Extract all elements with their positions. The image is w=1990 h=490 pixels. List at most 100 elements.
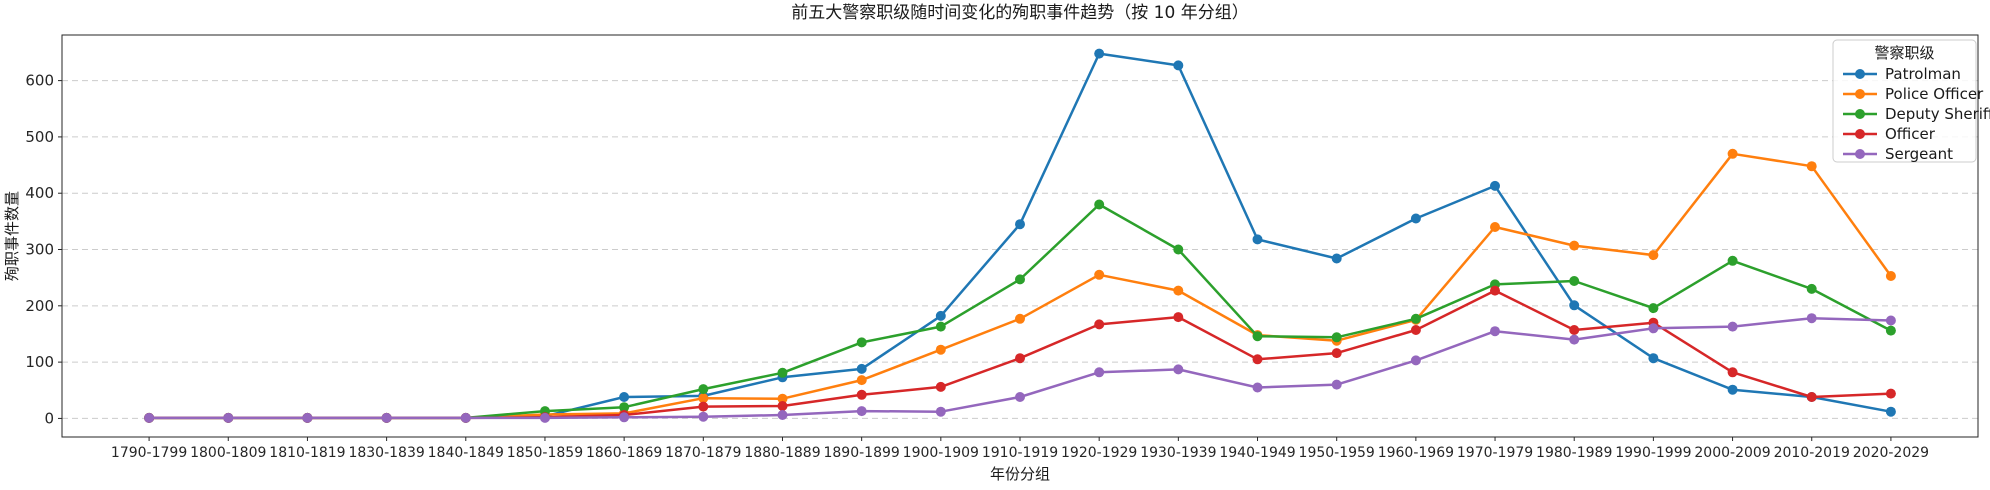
series-marker-sergeant-1860-1869 — [619, 412, 630, 423]
series-marker-deputy-sheriff-1950-1959 — [1331, 332, 1342, 343]
series-marker-patrolman-2000-2009 — [1727, 384, 1738, 395]
legend-marker-police-officer — [1855, 89, 1865, 99]
xtick-label-2010-2019: 2010-2019 — [1774, 445, 1850, 461]
series-marker-patrolman-1900-1909 — [935, 310, 946, 321]
series-marker-officer-1930-1939 — [1173, 312, 1184, 323]
series-marker-sergeant-1890-1899 — [856, 406, 867, 417]
series-marker-sergeant-1850-1859 — [540, 412, 550, 423]
xtick-label-1890-1899: 1890-1899 — [823, 445, 899, 461]
xtick-label-1910-1919: 1910-1919 — [982, 445, 1058, 461]
series-marker-officer-1920-1929 — [1094, 319, 1105, 330]
series-marker-patrolman-1990-1999 — [1648, 353, 1659, 364]
series-marker-police-officer-1880-1889 — [777, 393, 788, 404]
legend-label-deputy-sheriff: Deputy Sheriff — [1885, 105, 1990, 123]
series-marker-sergeant-2000-2009 — [1727, 321, 1738, 332]
series-marker-patrolman-1940-1949 — [1252, 234, 1263, 245]
series-marker-officer-1970-1979 — [1490, 285, 1500, 296]
ytick-label-400: 400 — [25, 184, 54, 202]
xtick-label-1940-1949: 1940-1949 — [1219, 445, 1295, 461]
xtick-label-1900-1909: 1900-1909 — [903, 445, 979, 461]
series-line-police-officer — [147, 152, 1893, 420]
series-marker-police-officer-1980-1989 — [1569, 240, 1580, 251]
xtick-label-1790-1799: 1790-1799 — [111, 445, 187, 461]
series-marker-deputy-sheriff-1890-1899 — [856, 337, 867, 348]
series-marker-police-officer-1970-1979 — [1490, 222, 1500, 232]
xtick-label-1960-1969: 1960-1969 — [1378, 445, 1454, 461]
series-marker-officer-2000-2009 — [1727, 367, 1738, 378]
series-line-deputy-sheriff — [147, 203, 1893, 420]
series-marker-sergeant-1930-1939 — [1173, 364, 1184, 375]
series-marker-police-officer-1930-1939 — [1173, 285, 1184, 296]
series-marker-sergeant-1880-1889 — [777, 410, 788, 420]
legend-title: 警察职级 — [1874, 44, 1934, 62]
series-marker-patrolman-1980-1989 — [1569, 300, 1580, 311]
series-marker-deputy-sheriff-1860-1869 — [619, 402, 630, 413]
series-marker-patrolman-2020-2029 — [1885, 406, 1896, 417]
xtick-label-2000-2009: 2000-2009 — [1694, 445, 1770, 461]
series-marker-police-officer-2010-2019 — [1806, 161, 1817, 172]
series-marker-patrolman-1920-1929 — [1094, 48, 1105, 59]
series-marker-police-officer-1870-1879 — [698, 393, 709, 404]
series-marker-deputy-sheriff-1960-1969 — [1410, 313, 1421, 324]
series-marker-sergeant-1940-1949 — [1252, 382, 1263, 393]
series-marker-sergeant-1970-1979 — [1490, 326, 1500, 337]
series-marker-patrolman-1960-1969 — [1410, 213, 1421, 224]
series-marker-police-officer-1920-1929 — [1094, 269, 1105, 280]
y-axis-label: 殉职事件数量 — [3, 191, 21, 281]
series-marker-patrolman-1910-1919 — [1015, 219, 1025, 230]
xtick-label-1990-1999: 1990-1999 — [1615, 445, 1691, 461]
xtick-label-1860-1869: 1860-1869 — [586, 445, 662, 461]
series-marker-officer-1890-1899 — [856, 389, 867, 400]
series-marker-deputy-sheriff-1920-1929 — [1094, 199, 1105, 210]
series-marker-sergeant-2010-2019 — [1806, 313, 1817, 324]
xtick-label-1810-1819: 1810-1819 — [269, 445, 345, 461]
series-marker-sergeant-1910-1919 — [1015, 392, 1025, 402]
plot-area: 0 100 200 300 400 500 600 1790-1799 1800-1809 181… — [25, 34, 1979, 461]
ytick-label-200: 200 — [25, 297, 54, 315]
series-marker-officer-1870-1879 — [698, 401, 709, 412]
series-line-sergeant — [147, 316, 1893, 420]
series-marker-patrolman-1860-1869 — [619, 392, 630, 402]
series-marker-sergeant-1840-1849 — [460, 412, 471, 423]
series-marker-sergeant-1870-1879 — [698, 411, 709, 422]
legend-label-patrolman: Patrolman — [1885, 65, 1961, 83]
series-marker-deputy-sheriff-1910-1919 — [1015, 274, 1025, 285]
series-marker-sergeant-1790-1799 — [144, 412, 155, 423]
ytick-label-600: 600 — [25, 72, 54, 90]
series-marker-officer-1900-1909 — [935, 381, 946, 392]
xtick-label-1980-1989: 1980-1989 — [1536, 445, 1612, 461]
series-marker-officer-1950-1959 — [1331, 348, 1342, 359]
series-marker-sergeant-1960-1969 — [1410, 355, 1421, 366]
series-marker-officer-1960-1969 — [1410, 325, 1421, 335]
xtick-label-1920-1929: 1920-1929 — [1061, 445, 1137, 461]
legend-label-officer: Officer — [1885, 125, 1936, 143]
legend-marker-sergeant — [1855, 149, 1865, 159]
series-line-patrolman — [147, 52, 1893, 420]
series-marker-deputy-sheriff-2000-2009 — [1727, 255, 1738, 266]
series-marker-patrolman-1930-1939 — [1173, 60, 1184, 71]
xtick-label-1950-1959: 1950-1959 — [1299, 445, 1375, 461]
series-marker-sergeant-1810-1819 — [302, 412, 313, 423]
xtick-label-1880-1889: 1880-1889 — [744, 445, 820, 461]
series-marker-sergeant-1990-1999 — [1648, 323, 1659, 334]
series-marker-officer-2020-2029 — [1885, 388, 1896, 399]
xtick-label-1840-1849: 1840-1849 — [428, 445, 504, 461]
series-marker-officer-1910-1919 — [1015, 353, 1025, 364]
legend-box — [1832, 39, 1977, 163]
series-marker-officer-2010-2019 — [1806, 392, 1817, 402]
series-marker-sergeant-1920-1929 — [1094, 367, 1105, 378]
series-marker-deputy-sheriff-1980-1989 — [1569, 276, 1580, 286]
series-marker-deputy-sheriff-1880-1889 — [777, 367, 788, 378]
xtick-label-1850-1859: 1850-1859 — [507, 445, 583, 461]
ytick-label-100: 100 — [25, 353, 54, 371]
xtick-label-1970-1979: 1970-1979 — [1457, 445, 1533, 461]
series-marker-deputy-sheriff-1940-1949 — [1252, 331, 1263, 342]
legend-marker-deputy-sheriff — [1855, 109, 1865, 119]
legend-marker-patrolman — [1855, 69, 1865, 79]
series-marker-police-officer-1890-1899 — [856, 375, 867, 386]
series-marker-deputy-sheriff-1900-1909 — [935, 321, 946, 332]
series-marker-patrolman-1950-1959 — [1331, 253, 1342, 264]
xtick-label-2020-2029: 2020-2029 — [1853, 445, 1929, 461]
series-marker-sergeant-1950-1959 — [1331, 379, 1342, 390]
series-marker-sergeant-1830-1839 — [381, 412, 392, 423]
